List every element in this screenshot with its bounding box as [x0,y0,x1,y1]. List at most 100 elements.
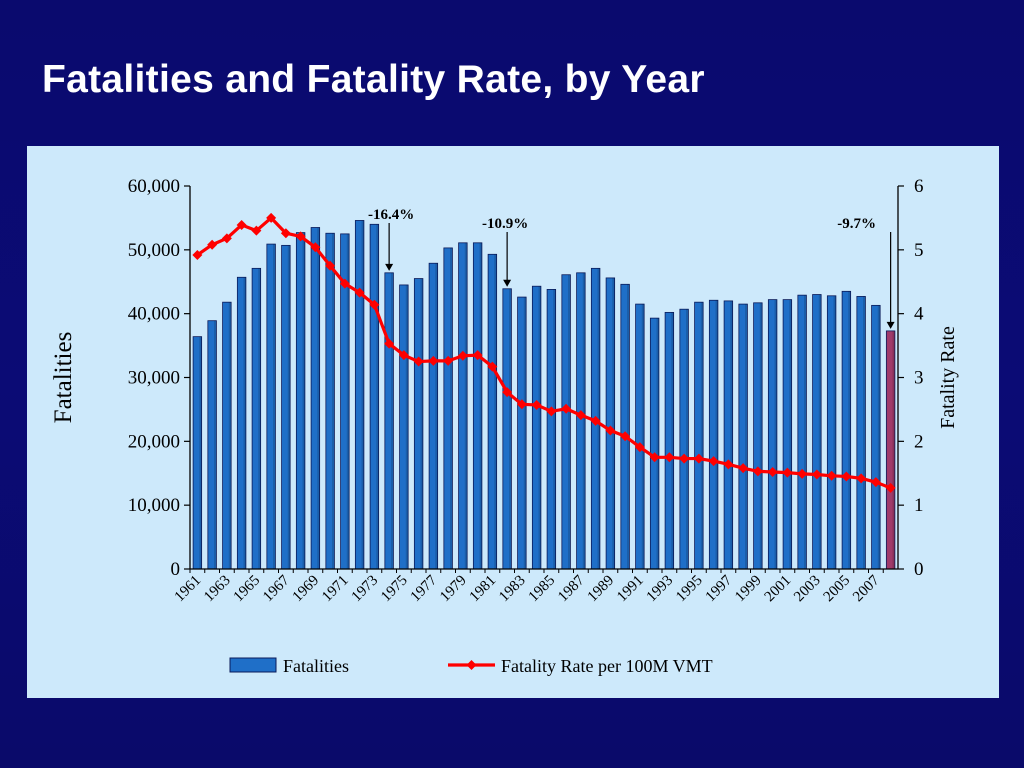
y-left-tick-label: 0 [171,559,181,580]
rate-point-1970 [325,260,336,271]
rate-point-1995 [693,453,704,464]
bar-shade-1983 [523,297,527,569]
bar-shade-1978 [450,247,453,570]
x-tick-label-2001: 2001 [762,573,795,606]
rate-point-2001 [782,467,793,478]
legend-swatch-rate-marker [466,660,477,670]
bar-shade-2002 [804,295,807,569]
y-axis-title-left: Fatalities [50,332,77,424]
y-right-tick-label: 4 [914,304,924,325]
x-tick-label-1997: 1997 [703,572,736,605]
bar-shade-1970 [332,233,335,569]
chart-panel: 0 10,000 20,000 30,000 40,000 50,000 60,000 0 1 2… [27,146,999,698]
bar-shade-2000 [774,299,777,569]
x-tick-label-1985: 1985 [526,573,559,606]
rate-point-1967 [280,228,291,239]
annotation-label-2008: -9.7% [837,216,876,232]
y-left-tick-label: 10,000 [128,495,180,516]
x-tick-label-2007: 2007 [850,572,883,605]
bar-shade-1974 [391,272,394,569]
rate-point-1992 [649,452,660,463]
x-tick-label-1989: 1989 [585,573,618,606]
bar-shade-1996 [715,300,718,569]
rate-point-1994 [679,453,690,464]
annotation-arrowhead-2008 [886,321,895,329]
legend-swatch-fatalities [229,657,277,673]
annotation-arrowhead-1974 [385,263,394,271]
rate-point-1966 [266,212,277,223]
y-left-tick-label: 60,000 [128,176,180,197]
bar-shade-2003 [818,294,822,569]
rate-point-1991 [634,442,645,453]
y-right-tick-label: 2 [914,431,924,452]
rate-point-1977 [428,355,439,366]
rate-point-1984 [531,399,542,410]
rate-point-1989 [605,425,616,436]
rate-point-2003 [811,469,822,480]
bar-shade-1992 [656,318,659,569]
x-tick-label-1973: 1973 [349,573,382,606]
rate-point-1964 [236,219,247,230]
rate-point-1999 [752,466,763,477]
bar-shade-2008 [892,330,895,569]
x-tick-label-2005: 2005 [821,573,854,606]
x-tick-label-1987: 1987 [555,572,588,605]
bar-shade-1982 [509,288,512,569]
bar-shade-1990 [627,284,630,569]
rate-point-1971 [339,278,350,289]
bar-shade-1977 [435,263,438,569]
rate-point-1990 [620,431,631,442]
x-tick-label-1975: 1975 [378,573,411,606]
y-right-tick-label: 0 [914,559,924,580]
bar-shade-1984 [538,286,541,569]
rate-point-1979 [457,350,468,361]
y-left-tick-label: 50,000 [128,240,180,261]
bar-shade-1998 [745,304,748,569]
y-right-tick-label: 3 [914,368,924,389]
rate-point-2008 [885,482,896,493]
y-right-tick-label: 6 [914,176,924,197]
x-tick-label-1995: 1995 [673,573,706,606]
bar-shade-2007 [877,305,881,569]
legend-label-fatalities: Fatalities [283,656,349,676]
rate-point-1996 [708,456,719,467]
bar-shade-1961 [199,336,202,569]
bar-shade-2004 [833,295,836,569]
y-right-tick-label: 1 [914,495,924,516]
rate-point-1980 [472,350,483,361]
rate-point-1986 [561,403,572,414]
bar-shade-1997 [730,300,733,569]
bar-shade-1973 [376,224,379,570]
fatalities-chart: 0 10,000 20,000 30,000 40,000 50,000 60,000 0 1 2… [50,176,959,676]
rate-point-2005 [841,471,852,482]
rate-point-1974 [384,338,395,349]
annotation-label-1982: -10.9% [482,216,528,232]
bar-shade-1962 [214,320,217,569]
rate-point-1968 [295,231,306,242]
bar-shade-2006 [863,296,866,569]
legend: Fatalities Fatality Rate per 100M VMT [229,656,713,676]
bar-shade-1986 [568,274,571,569]
bar-shade-1981 [494,254,497,570]
bar-shade-1965 [258,268,261,569]
rate-point-1982 [502,387,513,398]
annotation-label-1974: -16.4% [368,207,414,223]
rate-point-1983 [516,399,527,410]
x-tick-label-1981: 1981 [467,573,500,606]
bar-shade-1979 [464,242,468,569]
rate-point-1998 [738,463,749,474]
x-tick-label-1983: 1983 [496,573,529,606]
bar-shade-1976 [420,278,423,569]
rate-point-1963 [221,233,232,244]
x-tick-label-2003: 2003 [791,573,824,606]
rate-point-1969 [310,242,321,253]
rate-point-1962 [207,239,218,250]
rate-point-2002 [797,468,808,479]
rate-points [192,212,896,493]
bar-shade-1969 [317,227,320,569]
x-tick-label-1963: 1963 [201,573,234,606]
slide-title: Fatalities and Fatality Rate, by Year [42,58,705,101]
bar-shade-1991 [641,304,645,569]
legend-label-rate: Fatality Rate per 100M VMT [501,656,713,676]
rate-point-2000 [767,466,778,477]
